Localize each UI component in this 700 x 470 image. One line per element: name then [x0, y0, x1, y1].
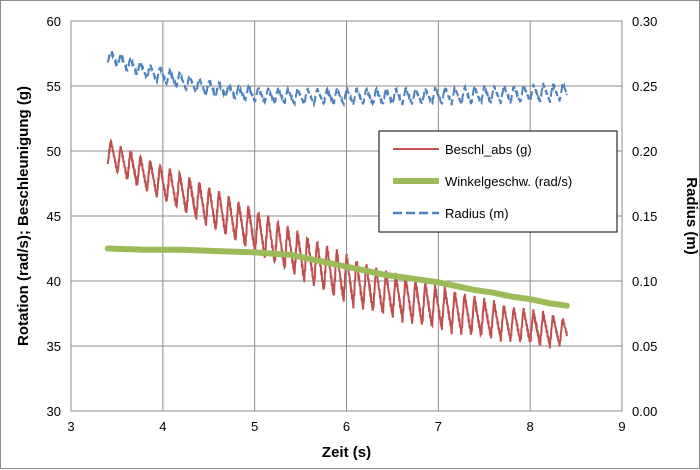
x-tick-label: 9 — [618, 419, 625, 434]
legend-label-beschl: Beschl_abs (g) — [445, 142, 532, 157]
y2-tick-label: 0.25 — [632, 79, 657, 94]
x-tick-label: 8 — [527, 419, 534, 434]
legend: Beschl_abs (g) Winkelgeschw. (rad/s) Rad… — [378, 130, 618, 233]
y-axis-title: Rotation (rad/s); Beschleunigung (g) — [15, 86, 32, 346]
plot-area — [70, 20, 623, 412]
x-axis-title: Zeit (s) — [322, 444, 371, 461]
series-beschl-abs — [106, 137, 568, 349]
series-layer — [104, 49, 570, 349]
y-tick-label: 40 — [47, 274, 61, 289]
legend-box — [378, 130, 618, 233]
series-winkelgeschw — [104, 245, 570, 309]
y-tick-label: 45 — [47, 209, 61, 224]
x-tick-label: 4 — [159, 419, 166, 434]
x-tick-label: 6 — [343, 419, 350, 434]
x-tick-label: 5 — [251, 419, 258, 434]
y-tick-label: 35 — [47, 339, 61, 354]
legend-label-winkelgeschw: Winkelgeschw. (rad/s) — [445, 174, 572, 189]
y-tick-label: 55 — [47, 79, 61, 94]
y2-tick-label: 0.05 — [632, 339, 657, 354]
tick-labels: 3 4 5 6 7 8 9303540455055600.000.050.100.150.2… — [47, 14, 658, 434]
x-tick-label: 3 — [67, 419, 74, 434]
y2-axis-title: Radius (m) — [683, 177, 700, 255]
y2-tick-label: 0.15 — [632, 209, 657, 224]
y2-tick-label: 0.10 — [632, 274, 657, 289]
x-tick-label: 7 — [435, 419, 442, 434]
series-radius — [106, 49, 568, 109]
y2-tick-label: 0.00 — [632, 404, 657, 419]
y-tick-label: 30 — [47, 404, 61, 419]
y-tick-label: 50 — [47, 144, 61, 159]
y-tick-label: 60 — [47, 14, 61, 29]
y2-tick-label: 0.30 — [632, 14, 657, 29]
legend-label-radius: Radius (m) — [445, 206, 509, 221]
y2-tick-label: 0.20 — [632, 144, 657, 159]
plot-border — [70, 20, 623, 412]
